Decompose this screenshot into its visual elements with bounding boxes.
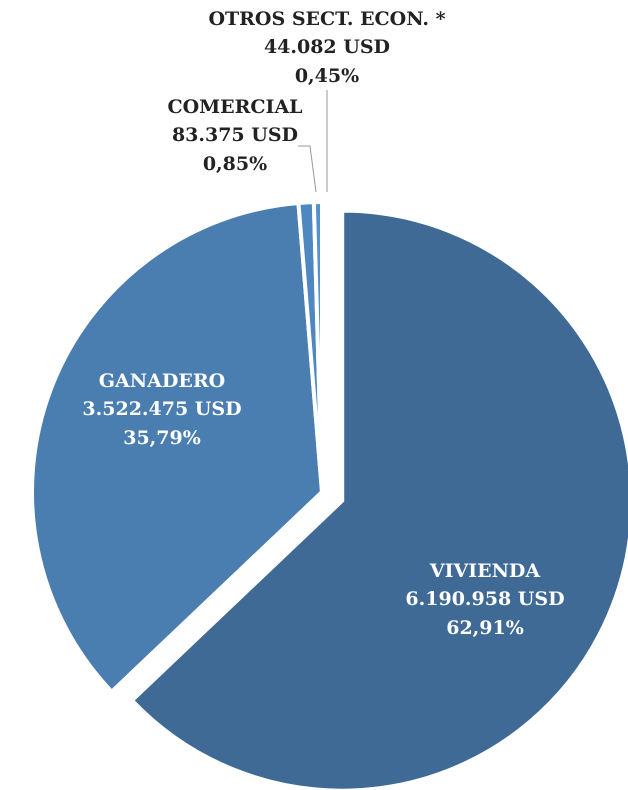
leader-line <box>298 145 317 193</box>
slice-percentage-label: 62,91% <box>446 617 524 639</box>
slice-label: GANADERO <box>99 370 225 392</box>
slice-label: COMERCIAL <box>167 96 302 118</box>
slice-value-label: 83.375 USD <box>172 124 298 146</box>
slice-value-label: 44.082 USD <box>264 36 390 58</box>
pie-slice <box>129 208 628 790</box>
pie-slice <box>311 199 324 493</box>
slice-percentage-label: 35,79% <box>123 427 201 449</box>
slice-percentage-label: 0,45% <box>295 65 359 87</box>
slice-label: OTROS SECT. ECON. * <box>208 8 445 30</box>
slice-label: VIVIENDA <box>429 560 541 582</box>
slice-percentage-label: 0,85% <box>203 153 267 175</box>
slice-value-label: 6.190.958 USD <box>405 588 564 610</box>
slice-value-label: 3.522.475 USD <box>82 398 241 420</box>
pie-slice <box>30 200 325 695</box>
